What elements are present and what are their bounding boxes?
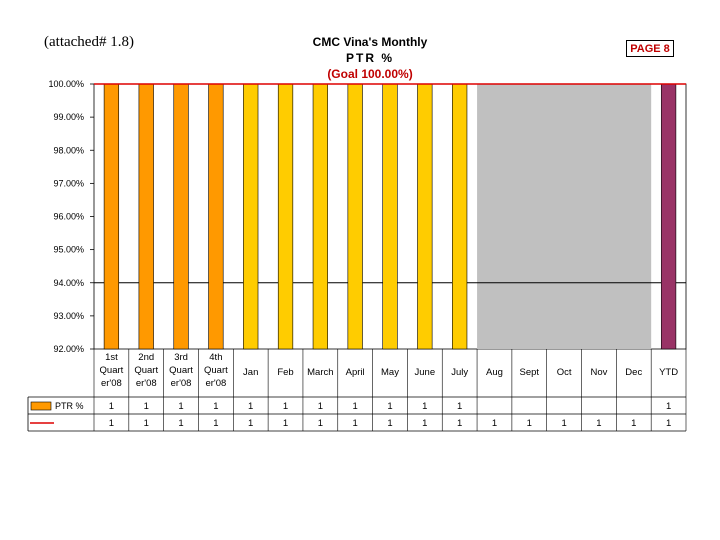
x-category-label: Quart	[204, 365, 228, 376]
ptr-value: 1	[178, 401, 183, 412]
ptr-value: 1	[353, 401, 358, 412]
goal-value: 1	[422, 418, 427, 429]
x-category-label: Aug	[486, 367, 503, 378]
bar	[208, 83, 224, 350]
x-category-label: er'08	[136, 378, 157, 389]
ptr-value: 1	[457, 401, 462, 412]
y-tick-label: 92.00%	[53, 344, 84, 354]
x-category-label: Quart	[169, 365, 193, 376]
goal-value: 1	[631, 418, 636, 429]
x-category-label: Dec	[625, 367, 642, 378]
x-category-label: April	[346, 367, 365, 378]
bar	[103, 83, 120, 350]
y-tick-label: 96.00%	[53, 212, 84, 222]
x-category-label: 3rd	[174, 352, 188, 363]
chart-title-line-1: CMC Vina's Monthly	[312, 35, 428, 49]
x-category-label: March	[307, 367, 333, 378]
bar	[660, 83, 677, 350]
page-number-badge: PAGE 8	[626, 40, 674, 57]
y-tick-label: 99.00%	[53, 112, 84, 122]
y-tick-label: 100.00%	[48, 79, 84, 89]
y-tick-label: 94.00%	[53, 278, 84, 288]
x-category-label: 1st	[105, 352, 118, 363]
y-tick-label: 93.00%	[53, 311, 84, 321]
goal-value: 1	[457, 418, 462, 429]
x-category-label: Oct	[557, 367, 572, 378]
goal-value: 1	[248, 418, 253, 429]
ptr-value: 1	[666, 401, 671, 412]
bar	[382, 83, 398, 350]
goal-value: 1	[596, 418, 601, 429]
goal-value: 1	[527, 418, 532, 429]
goal-value: 1	[666, 418, 671, 429]
x-category-label: July	[451, 367, 468, 378]
goal-value: 1	[492, 418, 497, 429]
goal-value: 1	[144, 418, 149, 429]
ptr-value: 1	[144, 401, 149, 412]
x-category-label: YTD	[659, 367, 678, 378]
chart-title-goal: (Goal 100.00%)	[327, 67, 413, 81]
bar	[312, 83, 328, 350]
legend-label-ptr: PTR %	[55, 401, 84, 411]
bar	[347, 83, 363, 350]
x-category-label: er'08	[101, 378, 122, 389]
x-category-label: May	[381, 367, 399, 378]
ptr-value: 1	[422, 401, 427, 412]
bar	[243, 83, 259, 350]
y-tick-label: 95.00%	[53, 245, 84, 255]
goal-value: 1	[318, 418, 323, 429]
ptr-value: 1	[283, 401, 288, 412]
plot-area-pending	[477, 84, 652, 349]
x-category-label: 4th	[209, 352, 222, 363]
goal-value: 1	[283, 418, 288, 429]
x-category-label: June	[415, 367, 436, 378]
bar	[417, 83, 433, 350]
y-tick-label: 98.00%	[53, 145, 84, 155]
x-category-label: Sept	[520, 367, 540, 378]
x-category-label: Quart	[100, 365, 124, 376]
chart-title-line-2: PTR %	[345, 51, 394, 65]
goal-value: 1	[387, 418, 392, 429]
legend-key-ptr	[30, 401, 52, 411]
x-category-label: Nov	[590, 367, 607, 378]
ptr-value: 1	[109, 401, 114, 412]
goal-value: 1	[109, 418, 114, 429]
goal-value: 1	[353, 418, 358, 429]
x-category-label: er'08	[171, 378, 192, 389]
x-category-label: er'08	[205, 378, 226, 389]
ptr-value: 1	[387, 401, 392, 412]
bar	[277, 83, 294, 350]
goal-value: 1	[178, 418, 183, 429]
bar	[173, 83, 189, 350]
x-category-label: 2nd	[138, 352, 154, 363]
ptr-value: 1	[248, 401, 253, 412]
x-category-label: Jan	[243, 367, 258, 378]
attached-label: (attached# 1.8)	[44, 34, 134, 50]
goal-value: 1	[213, 418, 218, 429]
goal-value: 1	[561, 418, 566, 429]
chart-title: CMC Vina's Monthly PTR % (Goal 100.00%)	[290, 34, 450, 82]
ptr-value: 1	[318, 401, 323, 412]
x-category-label: Feb	[277, 367, 293, 378]
x-category-label: Quart	[134, 365, 158, 376]
ptr-value: 1	[213, 401, 218, 412]
y-tick-label: 97.00%	[53, 178, 84, 188]
bar	[138, 83, 154, 350]
bar	[452, 83, 468, 350]
